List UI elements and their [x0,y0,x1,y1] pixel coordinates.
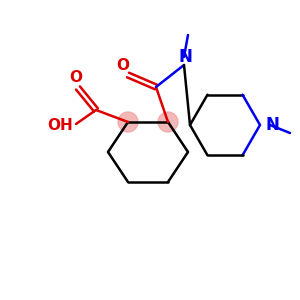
Text: OH: OH [47,118,73,133]
Circle shape [118,112,138,132]
Circle shape [158,112,178,132]
Text: N: N [265,116,279,134]
Text: O: O [116,58,130,74]
Text: O: O [70,70,83,86]
Text: N: N [178,48,192,66]
